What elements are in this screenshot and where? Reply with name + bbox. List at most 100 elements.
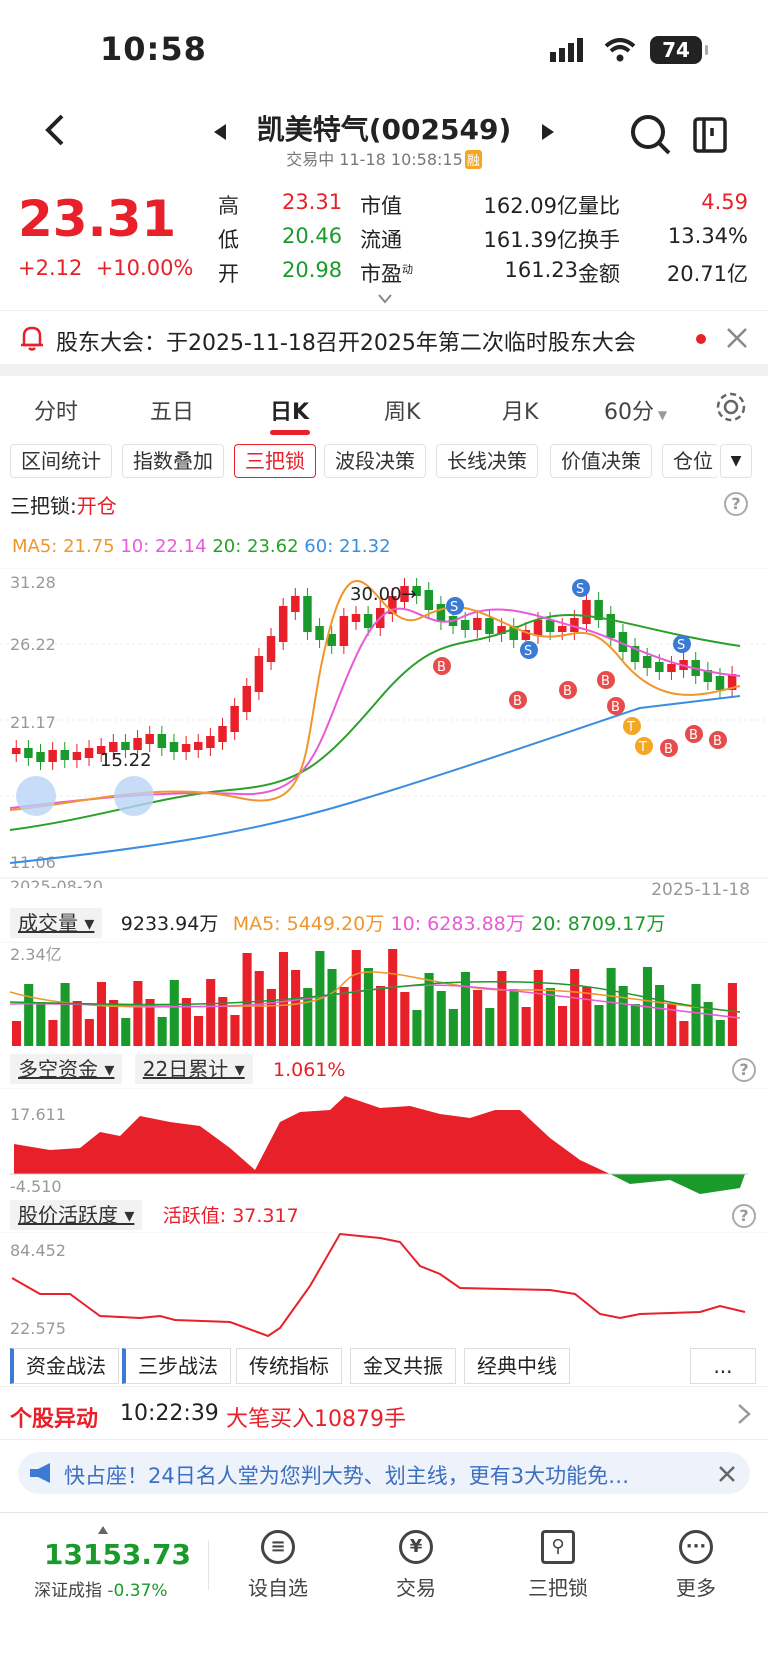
volume-bar [169,980,179,1046]
fund-selector[interactable]: 多空资金 ▾ [10,1054,123,1084]
search-icon[interactable] [630,114,672,156]
buy-marker-label: B [513,694,522,709]
ma-legend: MA5: 21.75 10: 22.14 20: 23.62 60: 21.32 [12,536,391,557]
volume-bar [24,984,34,1046]
volume-bar [667,1003,677,1046]
candle [606,614,616,638]
y-tick-bottom: 11.06 [10,853,56,872]
scroll-left-icon[interactable] [16,776,56,816]
tab-intraday[interactable]: 分时 [34,400,79,425]
strategy-golden-cross[interactable]: 金叉共振 [350,1348,456,1384]
tool-index-overlay[interactable]: 指数叠加 [122,444,224,478]
prev-stock-icon[interactable] [214,124,228,140]
candle [254,656,264,692]
tool-range-stats[interactable]: 区间统计 [10,444,112,478]
tool-position[interactable]: 仓位 [662,444,718,478]
change-percent: +10.00% [95,256,194,280]
sell-marker-label: S [677,638,685,653]
t-marker-icon [623,717,641,735]
expand-quote-icon[interactable] [378,294,392,304]
tools-more-icon[interactable]: ▼ [720,444,752,478]
buy-marker-label: B [664,742,673,757]
strategy-classic-mid[interactable]: 经典中线 [464,1348,570,1384]
bell-icon [21,326,43,351]
candle [558,626,567,632]
chevron-right-icon [738,1404,751,1424]
volume-bar [594,1005,604,1046]
volume-bar [509,989,519,1046]
stock-title: 凯美特气(002549) [256,113,512,146]
signal-markers: S S S S B B B B B B B B T T [433,579,727,757]
candle [460,620,470,630]
tab-60min-label: 60分 [604,400,654,425]
candle [169,742,179,752]
candle [72,752,82,760]
index-value[interactable]: 13153.73 [44,1538,192,1571]
tab-60min[interactable]: 60分 ▼ [604,400,668,425]
volume-bar [72,1001,82,1046]
volume-bar [12,1021,22,1046]
index-change: -0.37% [107,1581,168,1601]
close-icon[interactable] [726,327,748,349]
volume-bar [618,986,628,1046]
nav-more-label: 更多 [676,1576,716,1600]
volume-bar [679,1021,689,1046]
candle [60,750,70,760]
candle [594,600,603,620]
activity-chart[interactable]: 84.452 22.575 [0,1232,768,1344]
help-icon[interactable]: ? [724,492,748,516]
pe-value: 161.23 [504,258,578,282]
status-time: 10:58 [100,30,207,68]
period-toggle-icon[interactable] [114,776,154,816]
tool-value-decision[interactable]: 价值决策 [550,444,652,478]
settings-gear-icon[interactable] [714,390,748,424]
stock-anomaly-row[interactable]: 个股异动 10:22:39 大笔买入10879手 [0,1386,768,1440]
promo-banner[interactable]: 快占座！24日名人堂为您判大势、划主线，更有3大功能免… [18,1452,750,1494]
share-icon[interactable] [692,116,728,154]
tool-band-decision[interactable]: 波段决策 [324,444,426,478]
activity-top-tick: 84.452 [10,1241,66,1260]
banner-close-icon[interactable] [718,1465,736,1483]
tab-weekly-k[interactable]: 周K [384,400,421,425]
divider [0,364,768,376]
candle [436,604,446,622]
tool-long-decision[interactable]: 长线决策 [436,444,538,478]
price-change: +2.12 +10.00% [18,256,193,280]
back-icon[interactable] [40,112,70,148]
strategy-more[interactable]: ... [690,1348,756,1384]
kline-chart[interactable]: 31.28 26.22 21.17 11.06 30.00→ 15.22 S S… [0,568,768,888]
nav-watchlist[interactable]: ≡ 设自选 [228,1530,328,1601]
index-name: 深证成指 [34,1581,102,1601]
fund-help-icon[interactable]: ? [732,1058,756,1082]
activity-help-icon[interactable]: ? [732,1204,756,1228]
activity-selector[interactable]: 股价活跃度 ▾ [10,1200,143,1230]
volume-bar [655,985,665,1046]
nav-trade[interactable]: ¥ 交易 [366,1530,466,1601]
next-stock-icon[interactable] [540,124,554,140]
fund-chart[interactable]: 17.611 -4.510 [0,1088,768,1198]
activity-label: 股价活跃度 [18,1203,118,1227]
margin-badge: 融 [464,150,482,169]
tab-monthly-k[interactable]: 月K [502,400,539,425]
fund-label: 多空资金 [18,1057,98,1081]
volume-bar [703,1002,713,1046]
candle [655,662,664,672]
notice-bar[interactable]: 股东大会：于2025-11-18召开2025年第二次临时股东大会 [0,310,768,364]
volume-bar [121,1018,131,1046]
y-tick-2: 26.22 [10,635,56,654]
volume-selector[interactable]: 成交量 ▾ [10,908,103,938]
strategy-three-step[interactable]: 三步战法 [122,1348,231,1384]
fund-period-selector[interactable]: 22日累计 ▾ [134,1054,253,1084]
volume-bar [448,1009,458,1046]
tab-five-day[interactable]: 五日 [150,400,195,425]
volume-bar [218,997,228,1046]
nav-three-locks[interactable]: ⚲ 三把锁 [508,1530,608,1601]
nav-trade-label: 交易 [396,1576,436,1600]
tool-three-locks[interactable]: 三把锁 [234,444,316,478]
nav-more[interactable]: ··· 更多 [646,1530,746,1601]
candle [533,620,543,636]
tab-daily-k[interactable]: 日K [270,400,310,425]
strategy-traditional[interactable]: 传统指标 [236,1348,342,1384]
strategy-fund[interactable]: 资金战法 [10,1348,119,1384]
volume-chart[interactable]: 2.34亿 [0,942,768,1050]
